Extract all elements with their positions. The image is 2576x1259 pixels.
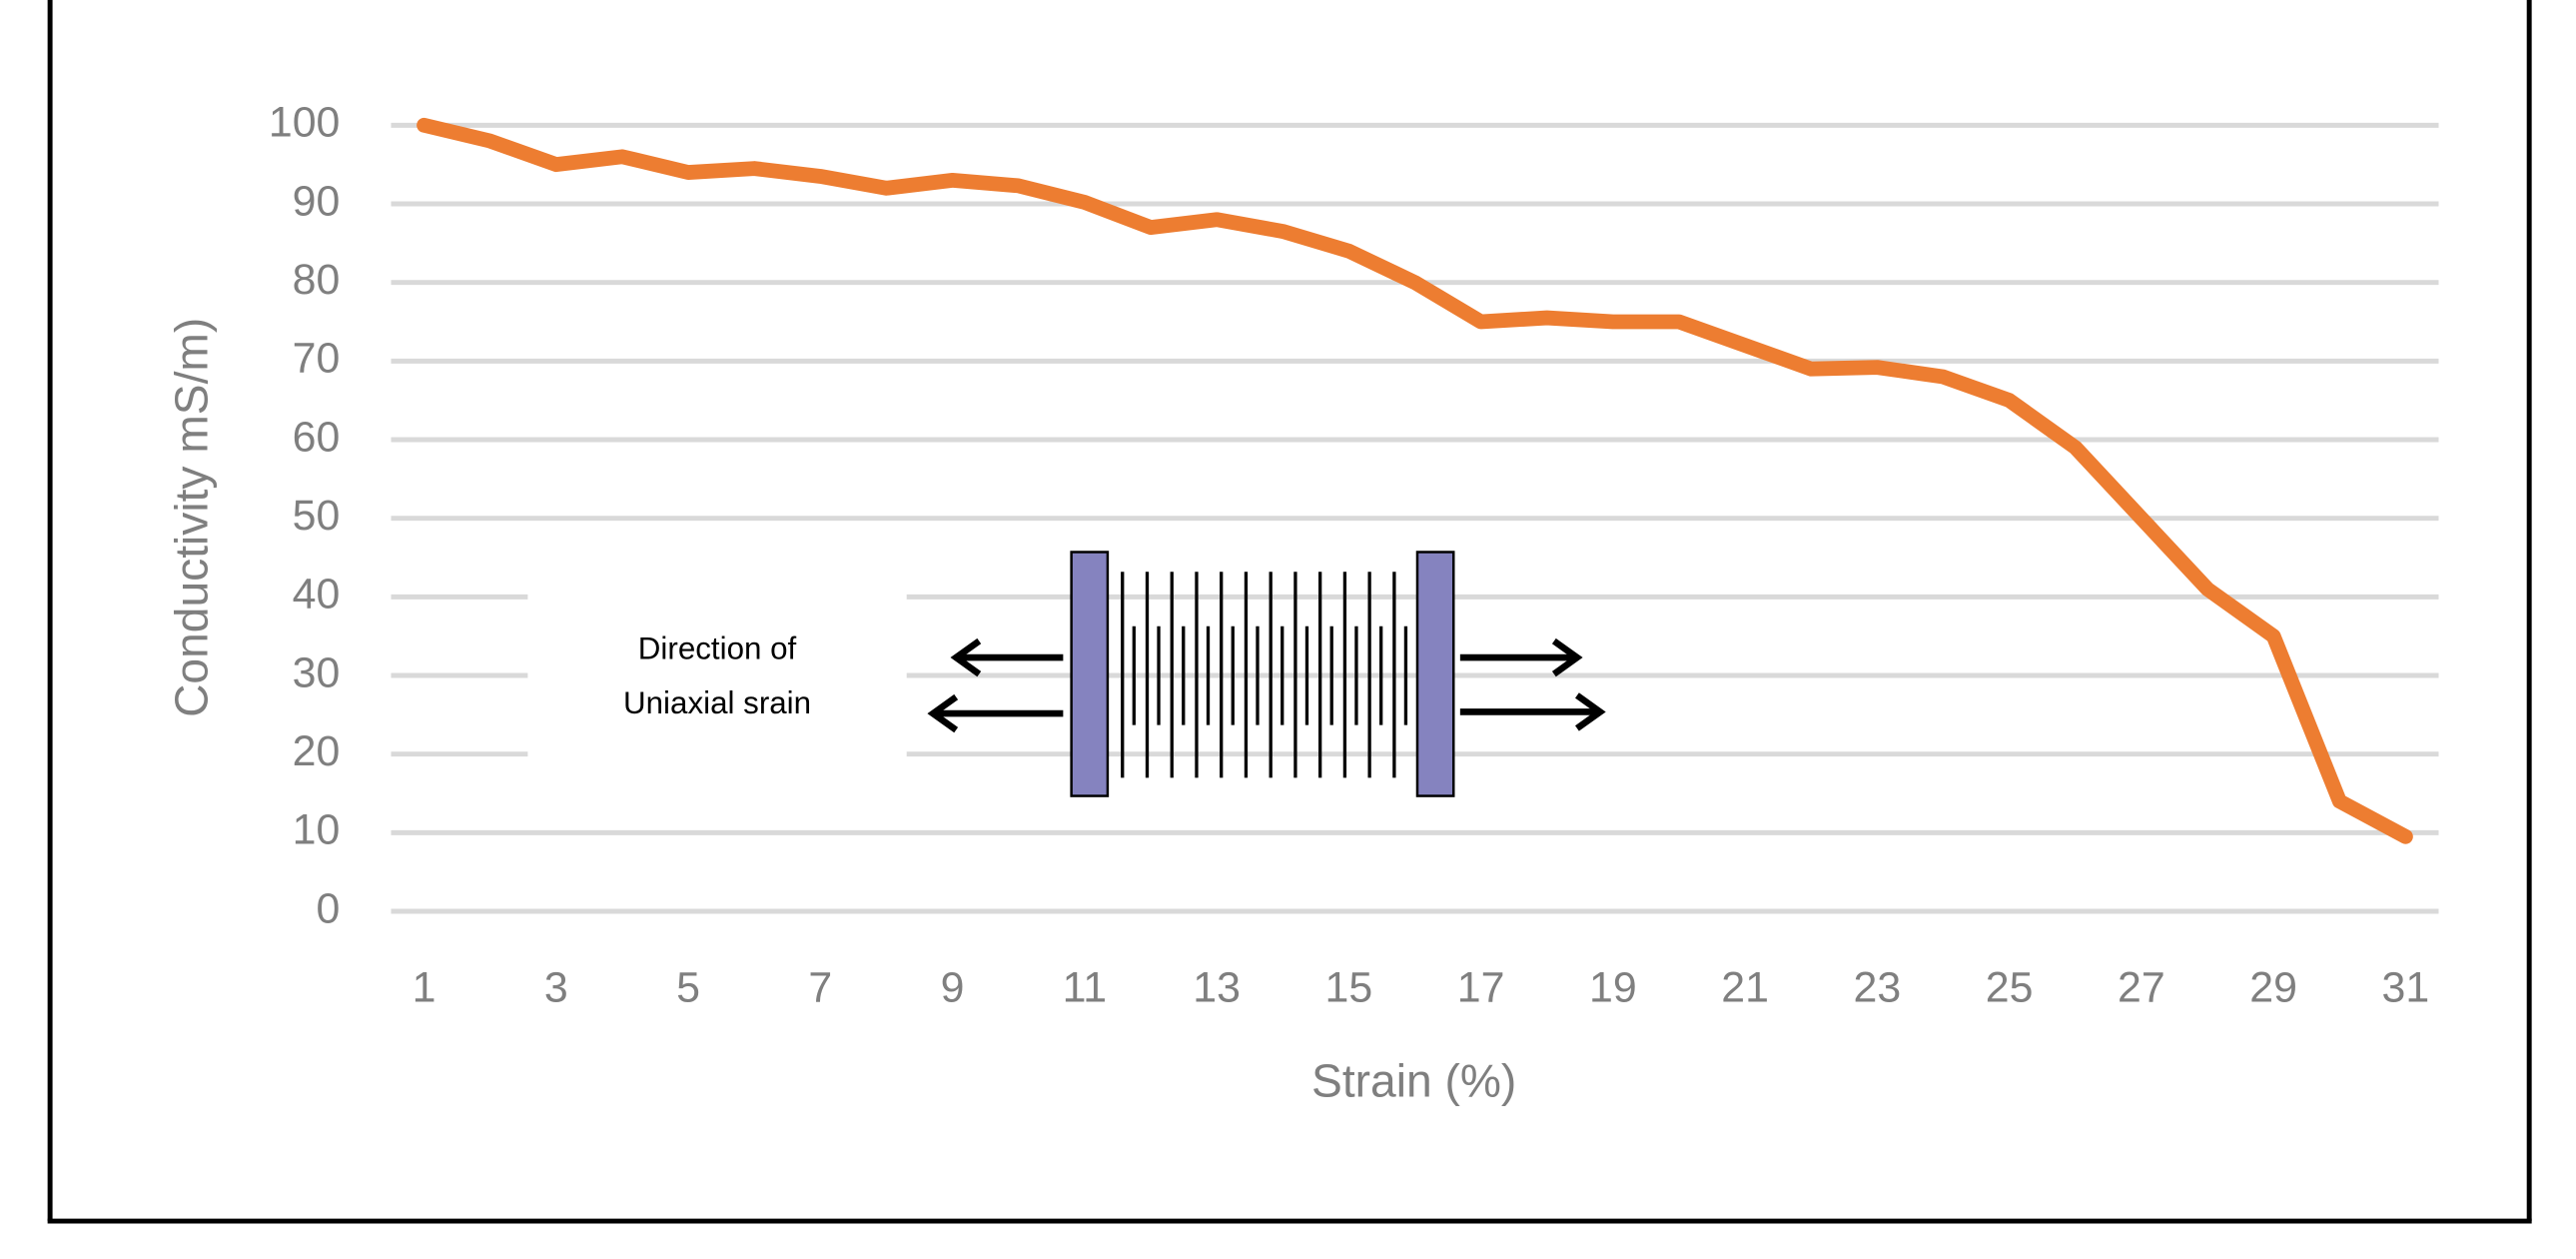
annotation: Direction of (638, 631, 797, 666)
annotation: Uniaxial srain (623, 685, 811, 720)
x-tick-label: 31 (2382, 964, 2430, 1012)
arrow-head (927, 693, 959, 733)
x-tick-label: 15 (1325, 964, 1373, 1012)
y-tick-label: 20 (293, 727, 341, 775)
y-tick-label: 0 (317, 884, 341, 932)
x-tick-label: 7 (808, 964, 832, 1012)
frame (47, 0, 2532, 1224)
electrode-plate (1070, 551, 1110, 797)
y-tick-label: 10 (293, 806, 341, 854)
x-tick-label: 19 (1589, 964, 1637, 1012)
x-tick-label: 25 (1986, 964, 2034, 1012)
y-tick-label: 30 (293, 648, 341, 696)
arrows (927, 637, 1606, 733)
x-tick-label: 17 (1457, 964, 1505, 1012)
x-tick-label: 27 (2118, 964, 2165, 1012)
y-tick-label: 50 (293, 492, 341, 540)
x-tick-label: 13 (1193, 964, 1241, 1012)
x-tick-label: 3 (544, 964, 568, 1012)
x-axis-title: Strain (%) (1311, 1054, 1516, 1106)
y-tick-label: 70 (293, 335, 341, 383)
y-tick-label: 40 (293, 571, 341, 619)
arrow-head (1551, 637, 1583, 677)
electrode-fingers (1121, 572, 1408, 778)
electrode-plate (1415, 551, 1455, 797)
y-tick-label: 90 (293, 177, 341, 225)
x-tick-label: 29 (2249, 964, 2297, 1012)
strain-diagram: Direction of Uniaxial srain (527, 551, 1606, 797)
y-tick-label: 100 (269, 99, 341, 147)
x-tick-label: 5 (676, 964, 700, 1012)
x-tick-label: 9 (941, 964, 965, 1012)
x-tick-label: 21 (1721, 964, 1769, 1012)
y-tick-label: 60 (293, 413, 341, 461)
inset-background (527, 577, 907, 766)
arrow-head (950, 637, 982, 677)
x-tick-label: 11 (1063, 964, 1108, 1012)
x-tick-label: 1 (413, 964, 436, 1012)
y-axis-title: Conductivity mS/m) (165, 318, 217, 717)
data-line (417, 117, 2413, 844)
arrow-head (1575, 692, 1606, 731)
y-tick-label: 80 (293, 256, 341, 304)
x-tick-label: 23 (1854, 964, 1902, 1012)
